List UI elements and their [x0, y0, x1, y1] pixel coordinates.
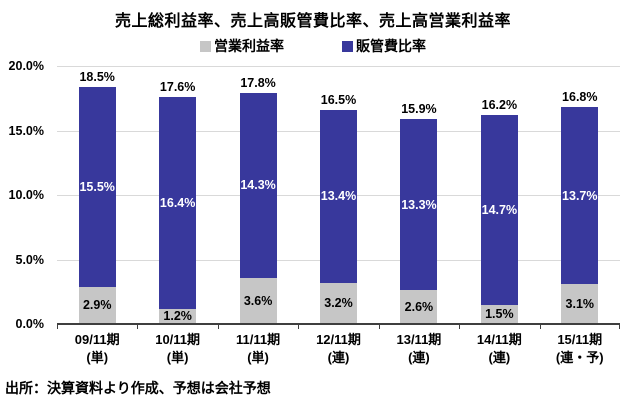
x-category-note: (単)	[166, 350, 189, 365]
x-category-note: (連)	[488, 350, 511, 365]
x-axis-tick	[378, 324, 380, 329]
x-category-note: (連・予)	[555, 350, 604, 365]
bar-segment-value: 16.4%	[159, 195, 196, 210]
legend-item: 営業利益率	[200, 36, 284, 56]
bar-total-value: 17.6%	[159, 79, 196, 94]
bar-segment: 3.1%	[561, 284, 599, 324]
bar-segment-value: 13.3%	[401, 197, 437, 212]
x-category-note: (単)	[247, 350, 269, 365]
bar-segment: 2.9%	[78, 286, 116, 324]
x-category-label: 10/11期 (単)	[137, 331, 217, 367]
bar-segment: 14.3%	[239, 93, 277, 278]
source-note: 出所：決算資料より作成、予想は会社予想	[5, 380, 271, 396]
gridline	[57, 66, 620, 67]
x-axis-tick	[137, 324, 139, 329]
x-category-label: 11/11期 (単)	[218, 331, 298, 367]
bar-segment: 3.2%	[320, 282, 357, 324]
x-category-label: 13/11期 (連)	[379, 331, 459, 367]
legend-item: 販管費比率	[342, 36, 426, 56]
bar-segment-value: 14.7%	[481, 202, 518, 217]
bar-segment: 3.6%	[239, 277, 277, 324]
x-category-period: 15/11期	[557, 332, 603, 347]
y-axis-labels: 0.0% 5.0% 10.0% 15.0% 20.0%	[0, 59, 50, 331]
y-tick-label: 20.0%	[8, 59, 44, 73]
legend-swatch-icon	[200, 40, 211, 52]
x-category-label: 09/11期 (単)	[57, 331, 137, 367]
bar-total-value: 16.2%	[481, 98, 518, 113]
bar-segment-value: 2.9%	[82, 298, 112, 313]
bar-segment-value: 3.6%	[243, 293, 273, 308]
bar-total-value: 15.9%	[401, 101, 437, 116]
legend-label: 販管費比率	[356, 38, 426, 54]
x-axis-tick	[298, 324, 300, 329]
x-category-note: (連)	[408, 350, 430, 365]
bar-total-value: 18.5%	[79, 69, 115, 84]
bar-segment-value: 13.4%	[320, 189, 357, 204]
bar-segment: 13.4%	[320, 109, 357, 283]
legend-label: 営業利益率	[214, 38, 284, 54]
bar-segment: 13.3%	[400, 118, 438, 291]
x-category-period: 09/11期	[74, 332, 120, 347]
bar-total-value: 16.5%	[320, 92, 357, 107]
y-tick-label: 15.0%	[8, 123, 44, 138]
x-axis-labels: 09/11期 (単) 10/11期 (単) 11/11期 (単) 12/11期 (連) 13/1…	[57, 331, 620, 367]
bar-segment: 13.7%	[561, 107, 599, 284]
bar-segment-value: 3.1%	[565, 296, 595, 311]
x-category-label: 14/11期 (連)	[459, 331, 539, 367]
bar-segment: 16.4%	[159, 96, 197, 309]
x-category-period: 14/11期	[476, 332, 522, 347]
x-category-period: 10/11期	[155, 332, 201, 347]
bar-segment: 1.5%	[480, 304, 518, 324]
x-axis-tick	[539, 324, 541, 329]
x-category-note: (単)	[86, 350, 109, 365]
bar-segment-value: 1.5%	[485, 307, 514, 322]
x-axis-tick	[459, 324, 461, 329]
x-category-label: 15/11期 (連・予)	[540, 331, 620, 367]
bar-segment: 14.7%	[480, 115, 518, 305]
bar-segment: 15.5%	[78, 86, 116, 287]
legend: 営業利益率 販管費比率	[0, 36, 626, 56]
plot-area: 2.9% 15.5% 18.5% 1.2% 16.4% 17.6% 3.6% 14.3% 17.…	[57, 66, 620, 329]
x-category-period: 12/11期	[316, 332, 361, 347]
x-axis-tick	[619, 324, 620, 329]
bar-segment-value: 1.2%	[163, 309, 192, 324]
bar-segment-value: 14.3%	[240, 178, 276, 193]
y-tick-label: 10.0%	[8, 188, 44, 202]
x-category-note: (連)	[327, 350, 350, 365]
bar-segment: 1.2%	[159, 308, 197, 324]
bar-segment: 2.6%	[400, 290, 438, 324]
legend-swatch-icon	[342, 40, 353, 52]
x-axis-tick	[217, 324, 219, 329]
chart-title: 売上総利益率、売上高販管費比率、売上高営業利益率	[114, 13, 511, 30]
bar-segment-value: 13.7%	[562, 188, 598, 203]
bar-total-value: 17.8%	[240, 76, 276, 91]
bar-segment-value: 2.6%	[404, 300, 434, 315]
x-axis-line	[57, 323, 620, 325]
bar-segment-value: 3.2%	[324, 296, 353, 311]
y-tick-label: 5.0%	[15, 252, 45, 267]
x-category-period: 13/11期	[396, 332, 442, 347]
bar-segment-value: 15.5%	[79, 179, 115, 194]
bar-total-value: 16.8%	[562, 90, 598, 105]
x-category-period: 11/11期	[236, 332, 281, 347]
x-category-label: 12/11期 (連)	[298, 331, 378, 367]
x-axis-tick	[57, 324, 58, 329]
y-tick-label: 0.0%	[15, 317, 45, 331]
